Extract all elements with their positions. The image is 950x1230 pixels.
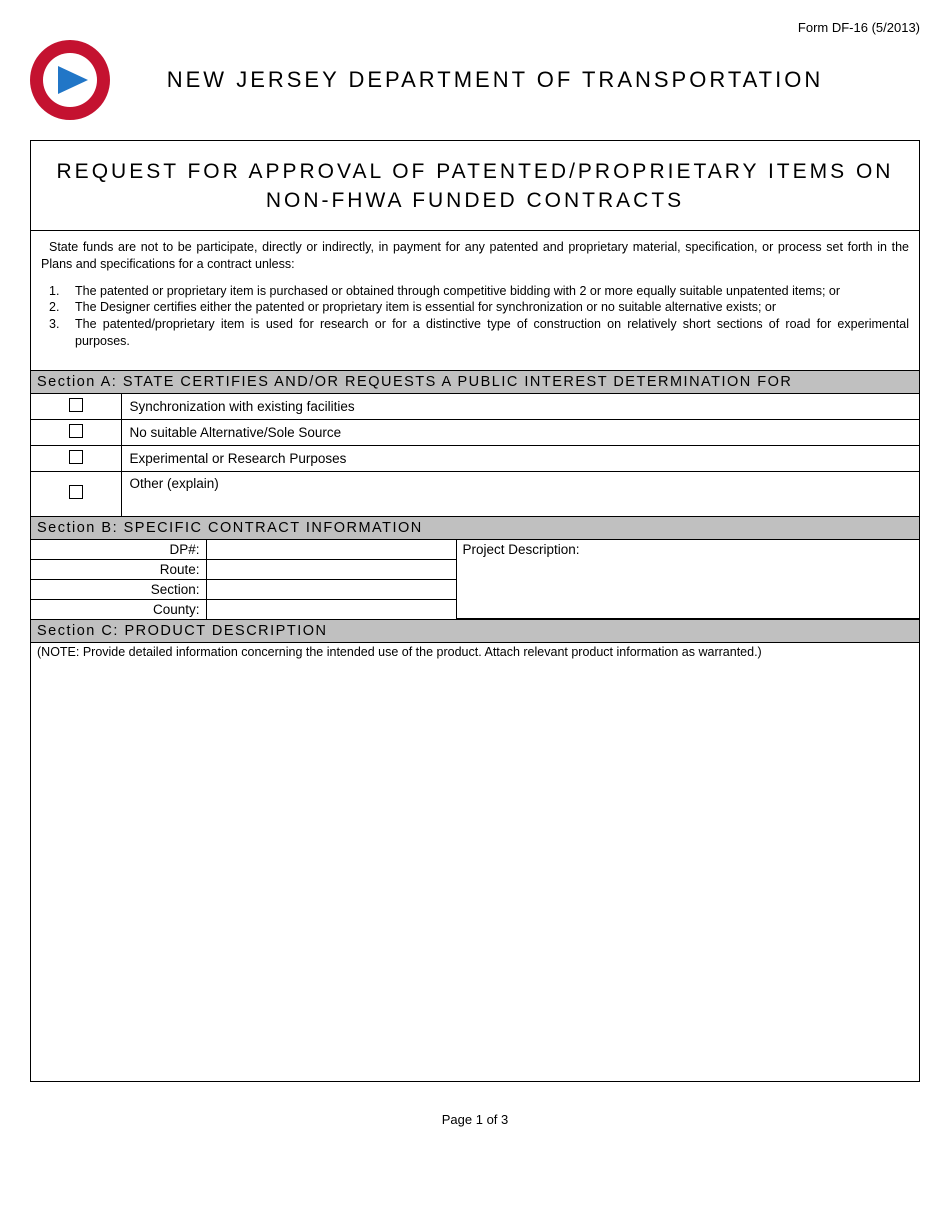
section-a-options: Synchronization with existing facilities…: [31, 394, 919, 516]
option-row: No suitable Alternative/Sole Source: [31, 420, 919, 446]
section-c-note: (NOTE: Provide detailed information conc…: [31, 643, 919, 661]
intro-item: 3. The patented/proprietary item is used…: [49, 316, 909, 350]
route-label: Route:: [31, 559, 206, 579]
section-b-header: Section B: SPECIFIC CONTRACT INFORMATION: [31, 516, 919, 540]
form-title: REQUEST FOR APPROVAL OF PATENTED/PROPRIE…: [31, 141, 919, 230]
dp-label: DP#:: [31, 540, 206, 560]
option-label: Experimental or Research Purposes: [121, 446, 919, 472]
checkbox-cell[interactable]: [31, 420, 121, 446]
intro-item-num: 3.: [49, 316, 63, 350]
arrow-icon: [58, 66, 88, 94]
checkbox-icon[interactable]: [69, 485, 83, 499]
form-title-line1: REQUEST FOR APPROVAL OF PATENTED/PROPRIE…: [51, 157, 899, 186]
section-a-title-text: STATE CERTIFIES AND/OR REQUESTS A PUBLIC…: [123, 374, 793, 390]
project-description-label: Project Description:: [463, 542, 580, 557]
section-b-table: DP#: Project Description: Route: Section…: [31, 540, 919, 620]
checkbox-icon[interactable]: [69, 450, 83, 464]
page-header: NEW JERSEY DEPARTMENT OF TRANSPORTATION: [30, 40, 920, 120]
section-label: Section:: [31, 579, 206, 599]
intro-item-text: The patented or proprietary item is purc…: [75, 283, 909, 300]
section-a-label: Section A:: [37, 374, 117, 390]
option-label: No suitable Alternative/Sole Source: [121, 420, 919, 446]
option-label: Other (explain): [121, 472, 919, 516]
department-title: NEW JERSEY DEPARTMENT OF TRANSPORTATION: [130, 67, 920, 93]
route-input[interactable]: [206, 559, 456, 579]
checkbox-icon[interactable]: [69, 424, 83, 438]
option-row: Experimental or Research Purposes: [31, 446, 919, 472]
dp-input[interactable]: [206, 540, 456, 560]
intro-lead: State funds are not to be participate, d…: [41, 239, 909, 273]
county-label: County:: [31, 599, 206, 619]
intro-item: 2. The Designer certifies either the pat…: [49, 299, 909, 316]
section-b-title: SPECIFIC CONTRACT INFORMATION: [124, 520, 423, 536]
section-b-label: Section B:: [37, 520, 118, 536]
section-c-header: Section C: PRODUCT DESCRIPTION: [31, 619, 919, 643]
section-c-title: PRODUCT DESCRIPTION: [124, 623, 327, 639]
intro-list: 1. The patented or proprietary item is p…: [41, 283, 909, 351]
njdot-logo: [30, 40, 110, 120]
checkbox-cell[interactable]: [31, 446, 121, 472]
intro-item-text: The Designer certifies either the patent…: [75, 299, 909, 316]
section-input[interactable]: [206, 579, 456, 599]
form-frame: REQUEST FOR APPROVAL OF PATENTED/PROPRIE…: [30, 140, 920, 1082]
checkbox-cell[interactable]: [31, 472, 121, 516]
option-label: Synchronization with existing facilities: [121, 394, 919, 420]
project-description-cell[interactable]: Project Description:: [456, 540, 919, 619]
intro-item-num: 2.: [49, 299, 63, 316]
intro-item-text: The patented/proprietary item is used fo…: [75, 316, 909, 350]
county-input[interactable]: [206, 599, 456, 619]
option-row: Other (explain): [31, 472, 919, 516]
page-number: Page 1 of 3: [30, 1112, 920, 1127]
option-row: Synchronization with existing facilities: [31, 394, 919, 420]
checkbox-icon[interactable]: [69, 398, 83, 412]
checkbox-cell[interactable]: [31, 394, 121, 420]
intro-item: 1. The patented or proprietary item is p…: [49, 283, 909, 300]
section-c-body[interactable]: [31, 661, 919, 1081]
section-a-header: Section A: STATE CERTIFIES AND/OR REQUES…: [31, 370, 919, 394]
form-id-label: Form DF-16 (5/2013): [30, 20, 920, 35]
intro-text-block: State funds are not to be participate, d…: [31, 230, 919, 370]
intro-item-num: 1.: [49, 283, 63, 300]
form-title-line2: NON-FHWA FUNDED CONTRACTS: [51, 186, 899, 215]
section-c-label: Section C:: [37, 623, 119, 639]
